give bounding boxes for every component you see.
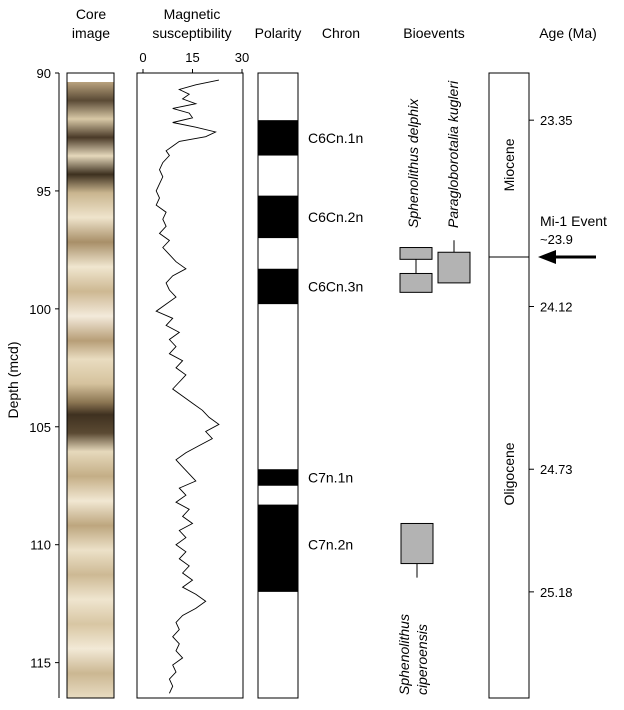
header-core-line1: Core [76,6,107,22]
age-tick-label: 24.73 [540,462,573,477]
core-image-photo [67,82,114,698]
bioevent-range-box [399,272,433,293]
header-polarity: Polarity [255,25,302,41]
epoch-frame [488,72,530,699]
event-age-label: ~23.9 [540,232,573,247]
header-bioevents: Bioevents [403,25,464,41]
epoch-label: Miocene [501,138,517,191]
chron-label: C6Cn.3n [308,278,363,294]
core-image [66,72,115,699]
susceptibility-tick-label: 0 [139,50,146,65]
polarity-normal-block [258,195,298,239]
header-mag-line2: susceptibility [152,25,231,41]
depth-tick-label: 110 [30,538,51,553]
polarity-normal-block [258,504,298,592]
magnetic-susceptibility-panel: 0 15 30 [136,50,249,699]
event-label: Mi-1 Event [540,213,607,229]
polarity-column [257,72,299,699]
susceptibility-tick-label: 15 [185,50,199,65]
bioevents-column: Sphenolithus delphix Paragloborotalia kug… [396,80,471,695]
chron-label: C6Cn.2n [308,209,363,225]
mag-panel-frame [136,72,244,699]
depth-tick-label: 90 [37,66,51,81]
susceptibility-tick-label: 30 [235,50,249,65]
polarity-normal-block [258,469,298,486]
core-image-frame [66,72,115,699]
epoch-label: Oligocene [501,442,517,505]
event-arrow-head [538,249,556,264]
mi1-event: Mi-1 Event ~23.9 [538,213,607,264]
epoch-column: Miocene Oligocene [488,72,530,699]
age-tick-label: 24.12 [540,299,573,314]
bioevent-range-box [437,251,471,284]
polarity-frame [257,72,299,699]
depth-tick-label: 95 [37,184,51,199]
chron-label: C6Cn.1n [308,130,363,146]
bioevent-range-box [400,522,434,565]
depth-tick-label: 105 [29,420,51,435]
bioevent-label: ciperoensis [414,624,430,695]
age-ticks: 23.35 24.12 24.73 25.18 [529,113,596,600]
polarity-normal-block [258,120,298,156]
chron-label: C7n.1n [308,469,353,485]
chron-label: C7n.2n [308,537,353,553]
depth-axis-label: Depth (mcd) [5,341,21,418]
header-mag-line1: Magnetic [164,6,221,22]
age-tick-label: 23.35 [540,113,573,128]
polarity-normal-block [258,268,298,305]
bioevent-label: Sphenolithus [396,614,412,695]
depth-axis: 90 95 100 105 110 115 [29,66,60,698]
depth-tick-label: 115 [30,656,51,671]
magnetic-susceptibility-line [155,79,220,694]
header-core-line2: image [72,25,110,41]
header-age: Age (Ma) [539,25,597,41]
header-chron: Chron [322,25,360,41]
depth-tick-label: 100 [29,302,51,317]
bioevent-label: Paragloborotalia kugleri [445,80,461,228]
bioevent-label: Sphenolithus delphix [405,98,421,228]
age-tick-label: 25.18 [540,585,573,600]
chron-labels: C6Cn.1n C6Cn.2n C6Cn.3n C7n.1n C7n.2n [308,130,363,553]
bioevent-range-box [399,247,433,260]
